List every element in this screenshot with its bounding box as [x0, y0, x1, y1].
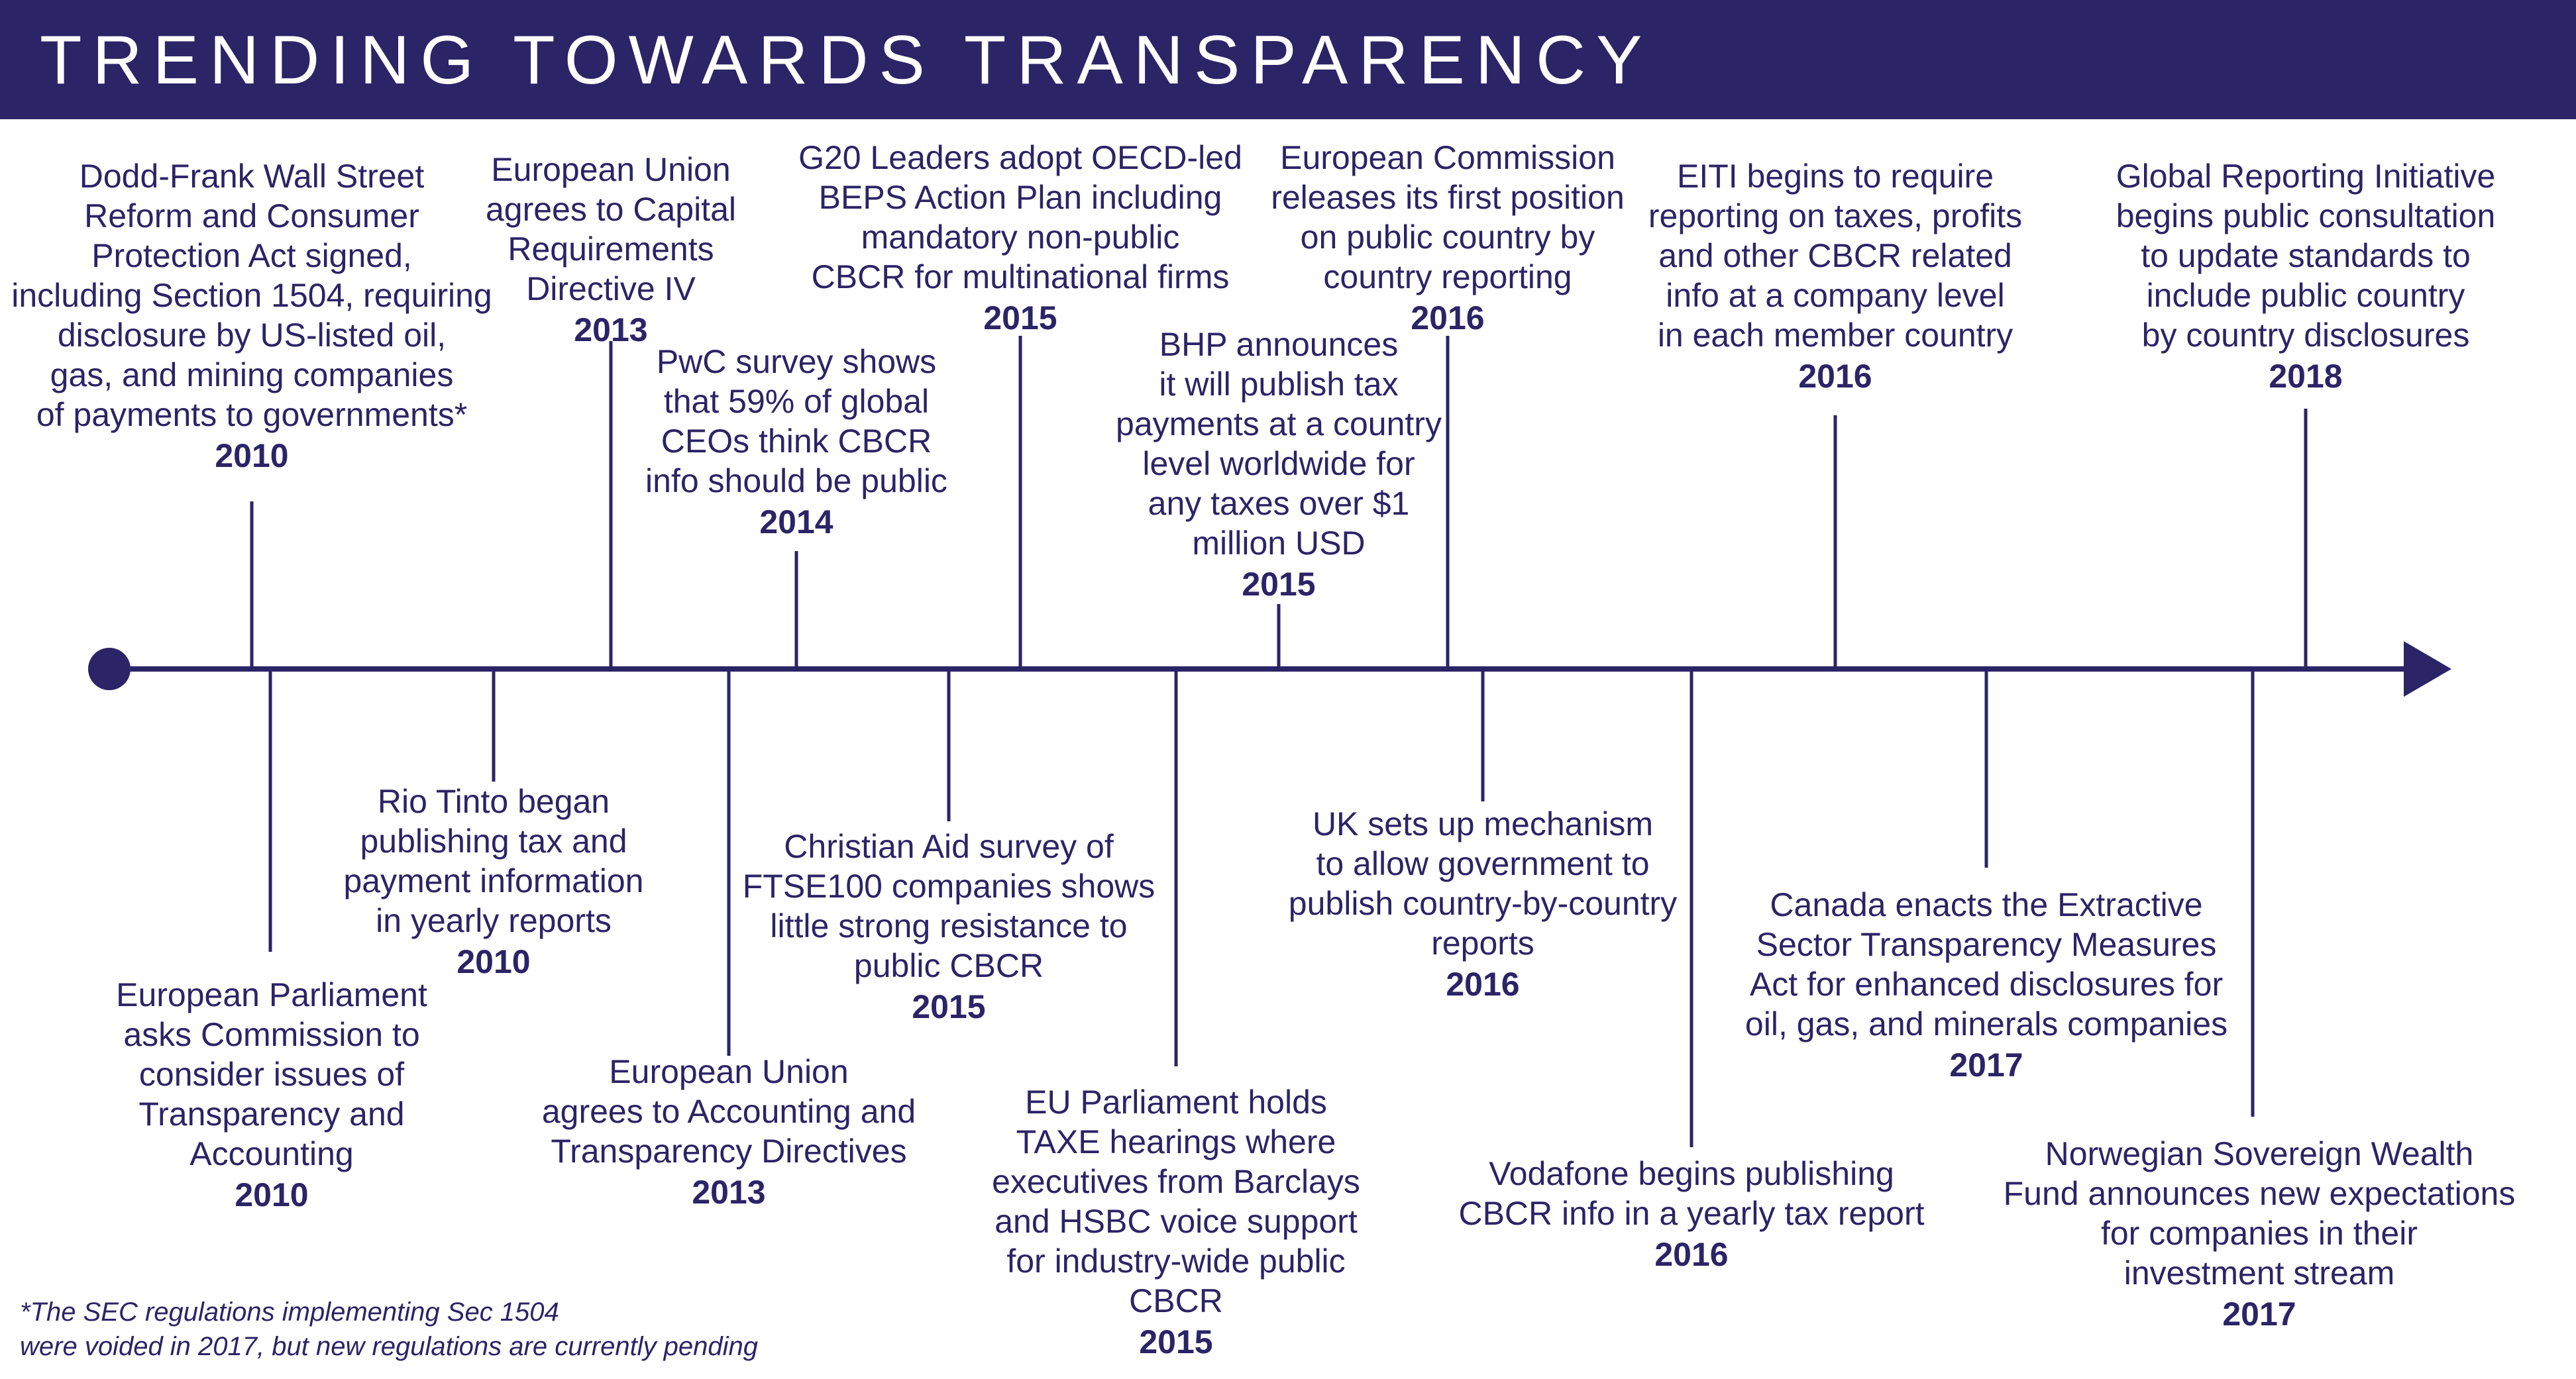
event-above-7: EITI begins to require reporting on taxe…: [1637, 156, 2034, 396]
event-year: 2010: [215, 437, 289, 474]
event-year: 2017: [2222, 1296, 2296, 1333]
event-below-5: EU Parliament holds TAXE hearings where …: [977, 1082, 1375, 1362]
page-title: TRENDING TOWARDS TRANSPARENCY: [40, 22, 1653, 99]
event-year: 2013: [574, 311, 648, 348]
event-description: Norwegian Sovereign Wealth Fund announce…: [2003, 1135, 2516, 1292]
event-year: 2013: [692, 1174, 766, 1211]
event-year: 2017: [1949, 1047, 2023, 1084]
event-year: 2010: [235, 1176, 309, 1213]
footnote: *The SEC regulations implementing Sec 15…: [20, 1298, 759, 1361]
event-below-1: European Parliament asks Commission to c…: [99, 975, 444, 1215]
event-year: 2018: [2269, 358, 2343, 395]
event-description: G20 Leaders adopt OECD-led BEPS Action P…: [798, 139, 1242, 295]
event-year: 2016: [1411, 299, 1485, 336]
event-below-2: Rio Tinto began publishing tax and payme…: [315, 782, 672, 982]
event-description: PwC survey shows that 59% of global CEOs…: [645, 343, 947, 499]
event-description: Vodafone begins publishing CBCR info in …: [1458, 1155, 1925, 1232]
event-year: 2015: [912, 988, 986, 1025]
timeline-start-dot: [88, 648, 131, 690]
event-year: 2016: [1798, 358, 1872, 395]
event-description: European Parliament asks Commission to c…: [116, 976, 427, 1172]
event-below-6: UK sets up mechanism to allow government…: [1271, 804, 1695, 1004]
event-year: 2010: [456, 943, 531, 980]
event-above-3: PwC survey shows that 59% of global CEOs…: [637, 342, 955, 542]
event-description: European Commission releases its first p…: [1271, 139, 1625, 295]
event-above-6: European Commission releases its first p…: [1259, 138, 1637, 338]
event-below-7: Vodafone begins publishing CBCR info in …: [1446, 1154, 1937, 1274]
event-above-8: Global Reporting Initiative begins publi…: [2087, 156, 2524, 396]
event-below-3: European Union agrees to Accounting and …: [523, 1052, 934, 1212]
event-above-5: BHP announces it will publish tax paymen…: [1113, 325, 1444, 604]
event-description: Global Reporting Initiative begins publi…: [2116, 158, 2496, 354]
event-description: Rio Tinto began publishing tax and payme…: [343, 783, 644, 939]
event-above-1: Dodd-Frank Wall Street Reform and Consum…: [0, 156, 504, 476]
event-description: European Union agrees to Accounting and …: [541, 1053, 916, 1170]
event-year: 2016: [1446, 966, 1520, 1003]
event-description: BHP announces it will publish tax paymen…: [1116, 326, 1442, 562]
event-below-4: Christian Aid survey of FTSE100 companie…: [730, 827, 1167, 1027]
event-below-9: Norwegian Sovereign Wealth Fund announce…: [1994, 1134, 2524, 1334]
event-description: EU Parliament holds TAXE hearings where …: [992, 1084, 1360, 1319]
event-description: Canada enacts the Extractive Sector Tran…: [1744, 886, 2228, 1043]
event-description: UK sets up mechanism to allow government…: [1288, 805, 1678, 962]
event-year: 2015: [1139, 1323, 1213, 1360]
event-year: 2014: [759, 503, 833, 540]
event-description: Dodd-Frank Wall Street Reform and Consum…: [11, 158, 492, 433]
event-description: Christian Aid survey of FTSE100 companie…: [742, 828, 1155, 984]
event-description: EITI begins to require reporting on taxe…: [1648, 158, 2023, 354]
event-below-8: Canada enacts the Extractive Sector Tran…: [1731, 885, 2241, 1085]
event-description: European Union agrees to Capital Require…: [485, 151, 736, 307]
event-year: 2015: [983, 299, 1057, 336]
event-year: 2016: [1654, 1236, 1729, 1273]
title-banner: TRENDING TOWARDS TRANSPARENCY: [0, 0, 2576, 119]
event-above-2: European Union agrees to Capital Require…: [472, 150, 750, 350]
event-above-4: G20 Leaders adopt OECD-led BEPS Action P…: [788, 138, 1252, 338]
timeline-arrowhead: [2404, 641, 2451, 697]
event-year: 2015: [1242, 566, 1316, 603]
